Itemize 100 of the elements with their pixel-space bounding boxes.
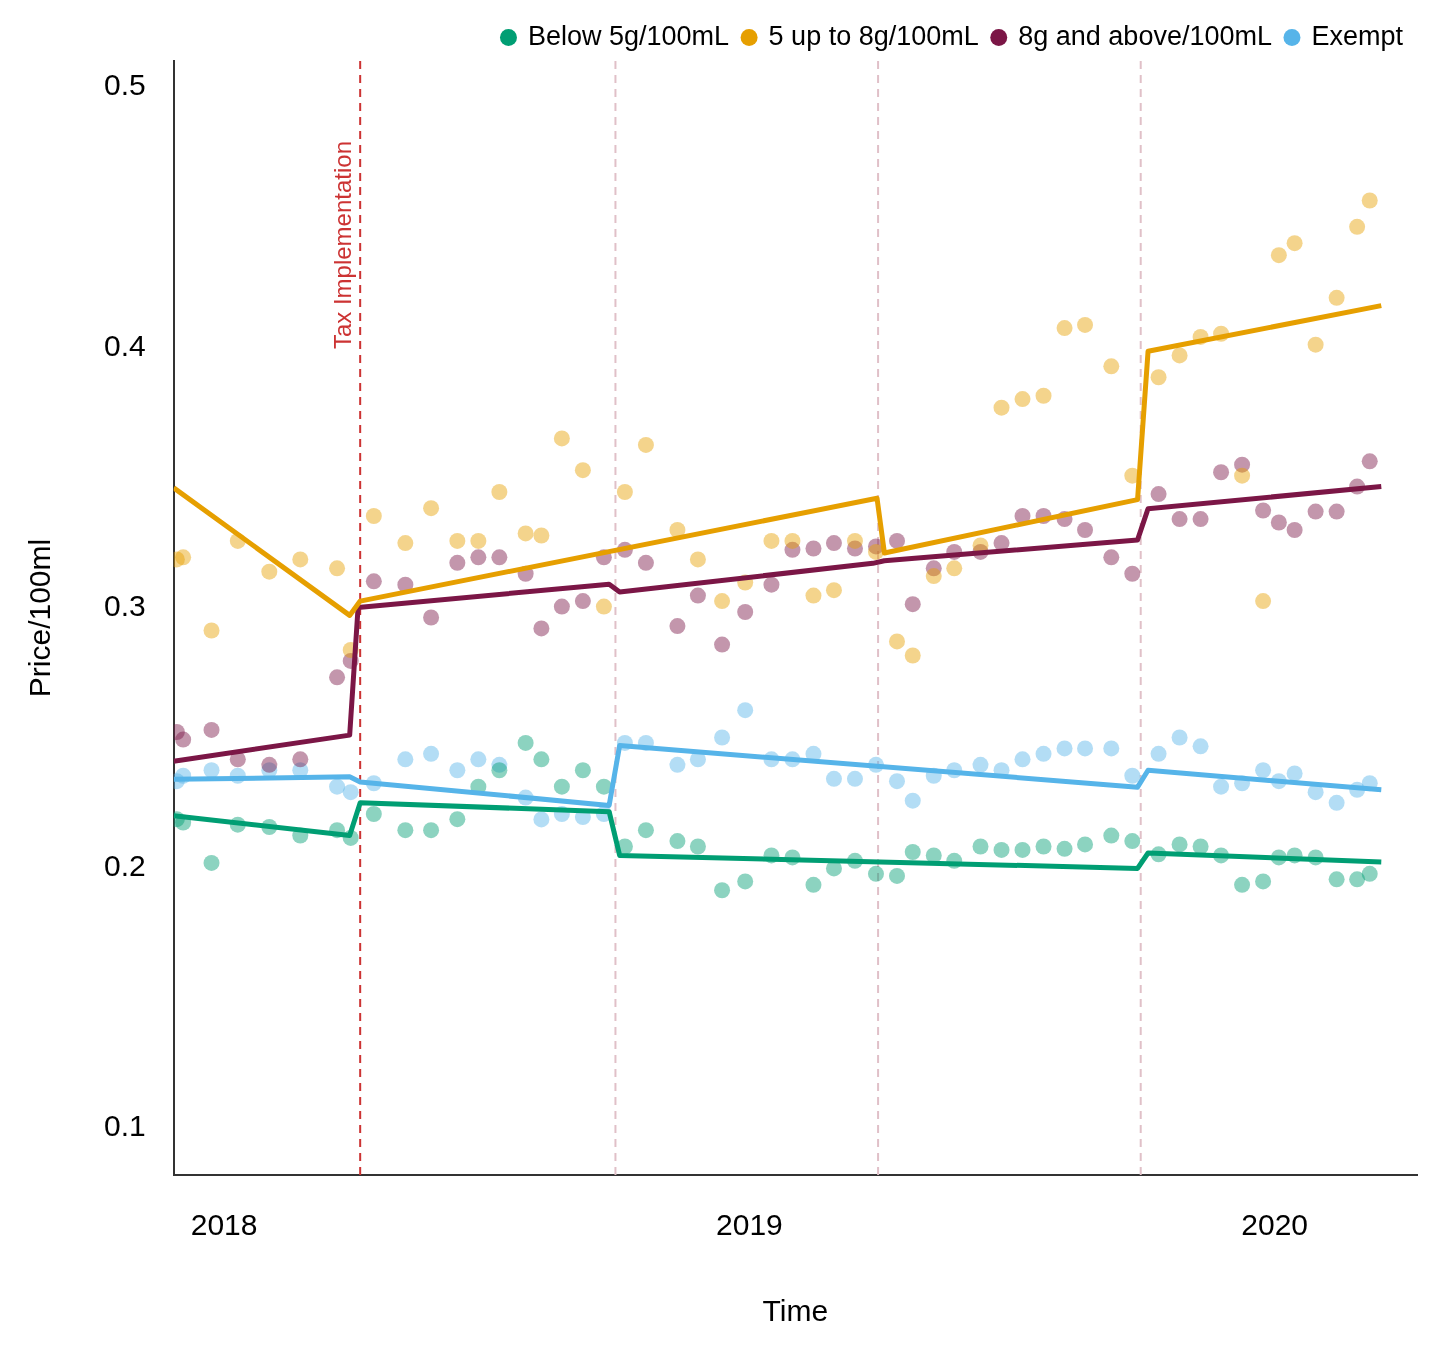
point xyxy=(904,792,921,809)
point xyxy=(888,867,905,884)
point xyxy=(972,756,989,773)
point xyxy=(397,822,414,839)
point xyxy=(1307,336,1324,353)
point xyxy=(1213,778,1230,795)
point xyxy=(1328,289,1345,306)
y-tick-label: 0.5 xyxy=(103,68,146,102)
point xyxy=(1328,794,1345,811)
point xyxy=(261,756,278,773)
point xyxy=(1124,565,1141,582)
point xyxy=(1361,865,1378,882)
point xyxy=(574,762,591,779)
point xyxy=(689,551,706,568)
point xyxy=(553,430,570,447)
point xyxy=(1124,833,1141,850)
point xyxy=(491,484,508,501)
point xyxy=(365,805,382,822)
point xyxy=(737,873,754,890)
point xyxy=(714,593,731,610)
x-tick-label: 2019 xyxy=(716,1208,783,1242)
point xyxy=(449,532,466,549)
point xyxy=(595,778,612,795)
point xyxy=(1286,765,1303,782)
point xyxy=(423,500,440,517)
legend-label: Exempt xyxy=(1311,20,1404,51)
point xyxy=(737,702,754,719)
point xyxy=(1035,387,1052,404)
point xyxy=(397,751,414,768)
point xyxy=(1103,358,1120,375)
point xyxy=(365,573,382,590)
point xyxy=(1255,502,1272,519)
y-tick-label: 0.4 xyxy=(103,328,146,362)
point xyxy=(1056,740,1073,757)
point xyxy=(1255,593,1272,610)
point xyxy=(1328,503,1345,520)
point xyxy=(825,535,842,552)
x-tick-label: 2018 xyxy=(190,1208,258,1242)
point xyxy=(904,596,921,613)
point xyxy=(714,729,731,746)
point xyxy=(1171,347,1188,364)
point xyxy=(846,532,863,549)
point xyxy=(825,582,842,599)
point xyxy=(517,734,534,751)
ref-line-label: Tax Implementation xyxy=(328,141,356,350)
point xyxy=(1014,391,1031,408)
point xyxy=(1192,838,1209,855)
point xyxy=(689,587,706,604)
point xyxy=(904,843,921,860)
point xyxy=(888,773,905,790)
point xyxy=(517,525,534,542)
point xyxy=(888,633,905,650)
point xyxy=(574,593,591,610)
point xyxy=(1150,369,1167,386)
point xyxy=(470,751,487,768)
point xyxy=(1286,235,1303,252)
point xyxy=(867,865,884,882)
point xyxy=(1349,871,1366,888)
point xyxy=(1014,751,1031,768)
point xyxy=(805,540,822,557)
point xyxy=(1171,729,1188,746)
point xyxy=(1035,838,1052,855)
legend-label: 5 up to 8g/100mL xyxy=(768,20,979,51)
point xyxy=(1171,511,1188,528)
point xyxy=(397,535,414,552)
point xyxy=(669,833,686,850)
point xyxy=(423,609,440,626)
point xyxy=(203,854,220,871)
point xyxy=(763,532,780,549)
point xyxy=(1056,320,1073,337)
point xyxy=(669,756,686,773)
point xyxy=(533,751,550,768)
point xyxy=(904,647,921,664)
point xyxy=(292,751,309,768)
point xyxy=(1255,762,1272,779)
point xyxy=(1103,740,1120,757)
point xyxy=(449,554,466,571)
point xyxy=(553,778,570,795)
y-axis-title: Price/100ml xyxy=(23,538,57,698)
point xyxy=(1255,873,1272,890)
point xyxy=(553,598,570,615)
point xyxy=(825,770,842,787)
legend-label: 8g and above/100mL xyxy=(1018,20,1272,51)
point xyxy=(1150,486,1167,503)
point xyxy=(491,762,508,779)
point xyxy=(292,551,309,568)
point xyxy=(329,669,346,686)
point xyxy=(1103,549,1120,566)
point xyxy=(867,543,884,560)
point xyxy=(993,841,1010,858)
point xyxy=(714,636,731,653)
point xyxy=(449,811,466,828)
point xyxy=(888,532,905,549)
y-tick-label: 0.3 xyxy=(103,588,146,622)
point xyxy=(449,762,466,779)
point xyxy=(1124,767,1141,784)
x-axis-title: Time xyxy=(762,1294,829,1328)
legend-label: Below 5g/100mL xyxy=(527,20,730,51)
point xyxy=(533,620,550,637)
point xyxy=(1307,503,1324,520)
